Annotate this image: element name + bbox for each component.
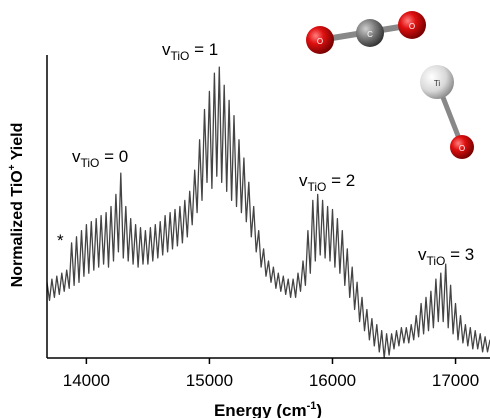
x-tick-label: 16000: [309, 371, 356, 390]
x-tick-label: 17000: [432, 371, 479, 390]
y-axis-label-text: Normalized TiO: [9, 170, 26, 287]
annotation: vTiO = 1: [162, 40, 218, 63]
x-tick-label: 14000: [63, 371, 110, 390]
annotation-text: = 1: [189, 40, 218, 59]
page: {"chart_data": {"type": "line", "x_label…: [0, 0, 490, 418]
chart: 14000 15000 16000 17000 Energy (cm-1) Normali…: [0, 0, 490, 418]
x-axis-label: Energy (cm-1): [214, 400, 322, 418]
x-axis-label-text: ): [316, 401, 322, 418]
x-axis-label-sup: -1: [307, 400, 317, 412]
annotation-text: = 0: [99, 147, 128, 166]
annotation: vTiO = 0: [72, 147, 128, 170]
x-tick-label: 15000: [186, 371, 233, 390]
x-axis-label-text: Energy (cm: [214, 401, 307, 418]
annotation-sub: TiO: [427, 254, 446, 268]
y-axis-label: Normalized TiO+ Yield: [7, 123, 26, 288]
annotation: vTiO = 2: [299, 171, 355, 194]
atom-label: Ti: [434, 79, 441, 88]
atom-label: O: [409, 22, 415, 31]
annotation-sub: TiO: [171, 49, 190, 63]
molecules: [306, 11, 474, 159]
spectrum-line: [47, 67, 490, 358]
atom-label: O: [317, 37, 323, 46]
annotation-text: *: [57, 231, 64, 250]
annotation-text: = 3: [445, 245, 474, 264]
y-axis-label-text: Yield: [9, 123, 26, 165]
annotation-text: = 2: [326, 171, 355, 190]
annotation-sub: TiO: [308, 180, 327, 194]
atom-label: O: [459, 144, 465, 153]
atom-label: C: [367, 30, 373, 39]
annotation: *: [57, 231, 64, 250]
annotation-sub: TiO: [81, 156, 100, 170]
